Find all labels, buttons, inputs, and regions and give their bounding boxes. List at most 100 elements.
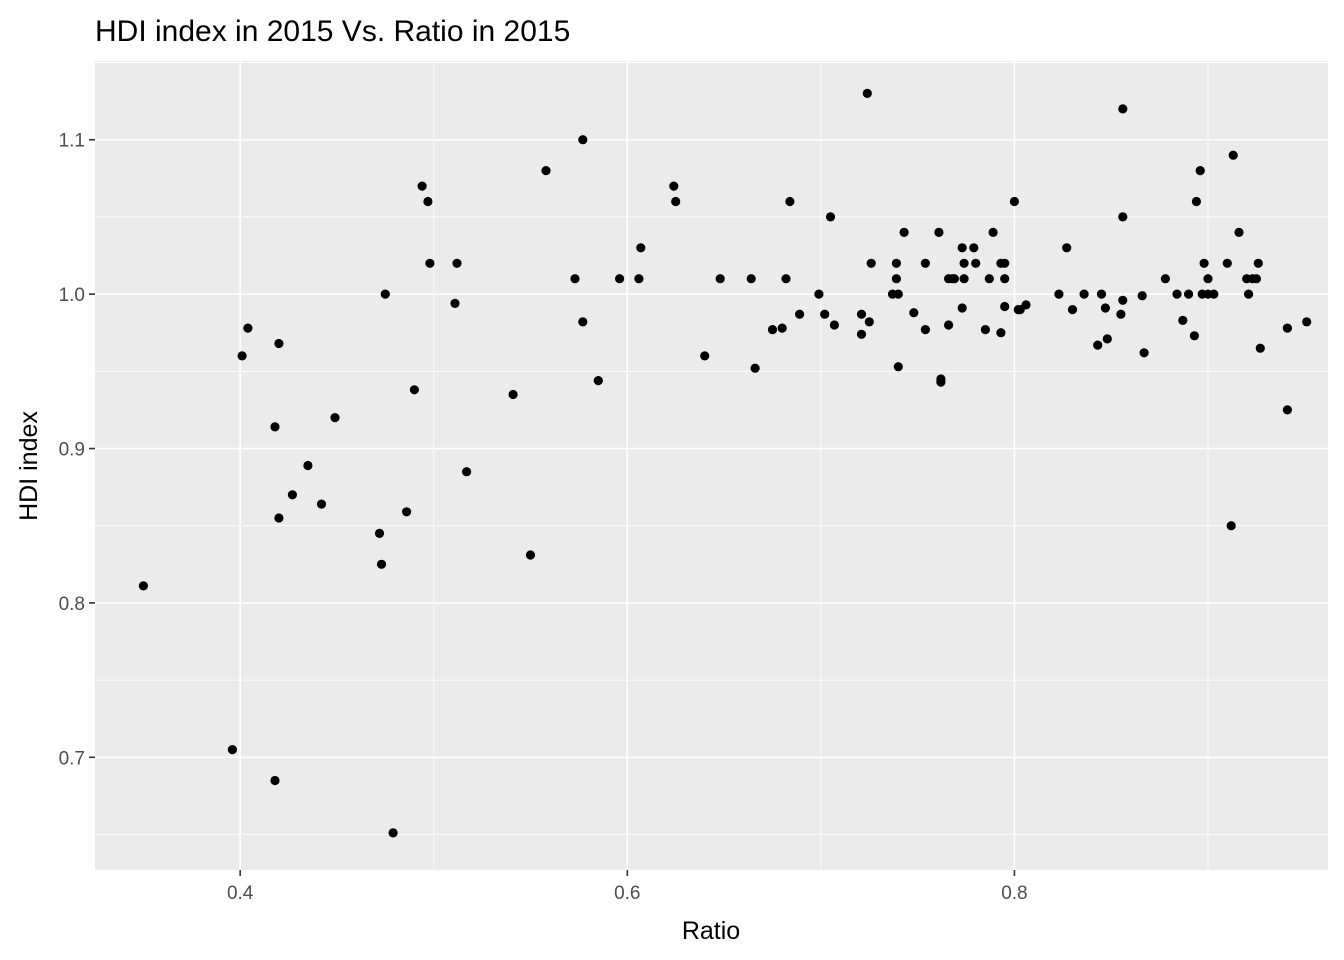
data-point (944, 320, 954, 330)
data-point (785, 196, 795, 207)
data-point (1302, 317, 1312, 327)
data-point (1000, 258, 1010, 268)
data-point (1079, 289, 1089, 299)
data-point (1000, 301, 1010, 312)
data-point (891, 258, 902, 268)
data-point (893, 289, 903, 299)
data-point (270, 775, 280, 786)
data-point (1118, 104, 1128, 114)
data-point (243, 323, 253, 333)
data-point (856, 309, 867, 319)
data-point (829, 320, 840, 330)
data-point (959, 258, 969, 268)
data-point (1255, 343, 1265, 353)
data-point (1062, 243, 1072, 253)
data-point (330, 413, 340, 423)
data-point (969, 243, 979, 253)
data-point (316, 499, 327, 509)
data-point (1178, 315, 1188, 325)
data-point (1000, 274, 1010, 284)
data-point (750, 363, 760, 373)
data-point (1191, 196, 1201, 207)
data-point (777, 323, 787, 333)
y-tick-label: 0.9 (59, 440, 85, 461)
data-point (934, 227, 944, 237)
data-point (402, 507, 412, 517)
data-point (996, 328, 1006, 338)
data-point (615, 274, 625, 284)
data-point (634, 274, 644, 284)
data-point (1189, 331, 1199, 341)
data-point (959, 274, 969, 284)
y-tick-label: 1.1 (59, 131, 85, 152)
data-point (984, 274, 994, 284)
data-point (971, 258, 981, 268)
data-point (1100, 303, 1110, 313)
data-point (988, 227, 998, 237)
data-point (669, 181, 679, 191)
data-point (274, 338, 284, 349)
data-point (920, 325, 931, 335)
data-point (1102, 334, 1112, 344)
data-point (303, 460, 313, 471)
data-point (452, 258, 462, 268)
data-point (1244, 289, 1254, 299)
data-point (409, 385, 419, 395)
data-point (1139, 348, 1149, 358)
data-point (1195, 166, 1205, 176)
y-tick-label: 0.8 (59, 594, 85, 615)
y-axis: 0.7 0.8 0.9 1.0 1.1 (59, 131, 95, 769)
data-point (425, 258, 435, 268)
data-point (450, 298, 460, 308)
x-tick-label: 0.4 (227, 883, 254, 904)
data-point (781, 274, 791, 284)
data-point (1137, 291, 1147, 301)
data-point (1234, 227, 1244, 237)
data-point (1096, 289, 1107, 299)
data-point (957, 303, 967, 313)
data-point (423, 196, 433, 207)
major-gridlines (95, 61, 1328, 870)
data-point (1203, 274, 1213, 284)
data-point (1054, 289, 1064, 299)
data-point (957, 243, 967, 253)
data-point (909, 308, 919, 318)
data-point (700, 351, 710, 361)
x-tick-label: 0.6 (614, 883, 640, 904)
data-point (374, 528, 385, 539)
plot-panel (95, 61, 1328, 870)
data-point (671, 196, 681, 207)
data-point (1184, 289, 1194, 299)
x-axis: 0.4 0.6 0.8 (227, 870, 1028, 904)
data-point (1093, 340, 1103, 350)
data-points (138, 88, 1312, 838)
data-point (866, 258, 876, 268)
data-point (862, 88, 872, 98)
data-point (949, 274, 960, 284)
chart-title: HDI index in 2015 Vs. Ratio in 2015 (95, 15, 570, 48)
data-point (570, 274, 580, 284)
y-axis-title: HDI index (15, 411, 43, 521)
data-point (893, 362, 903, 372)
data-point (856, 329, 867, 339)
data-point (1222, 258, 1232, 268)
data-point (593, 376, 603, 386)
data-point (1199, 258, 1209, 268)
data-point (1282, 323, 1292, 333)
data-point (376, 559, 387, 569)
data-point (1282, 405, 1292, 415)
data-point (899, 227, 909, 237)
data-point (1209, 289, 1219, 299)
data-point (227, 745, 237, 755)
data-point (814, 289, 824, 299)
minor-gridlines (95, 61, 1328, 870)
data-point (864, 317, 874, 327)
data-point (578, 317, 588, 327)
data-point (1251, 274, 1261, 284)
data-point (936, 377, 946, 387)
data-point (508, 389, 518, 400)
x-axis-title: Ratio (682, 917, 740, 945)
data-point (388, 828, 398, 838)
data-point (795, 309, 805, 319)
